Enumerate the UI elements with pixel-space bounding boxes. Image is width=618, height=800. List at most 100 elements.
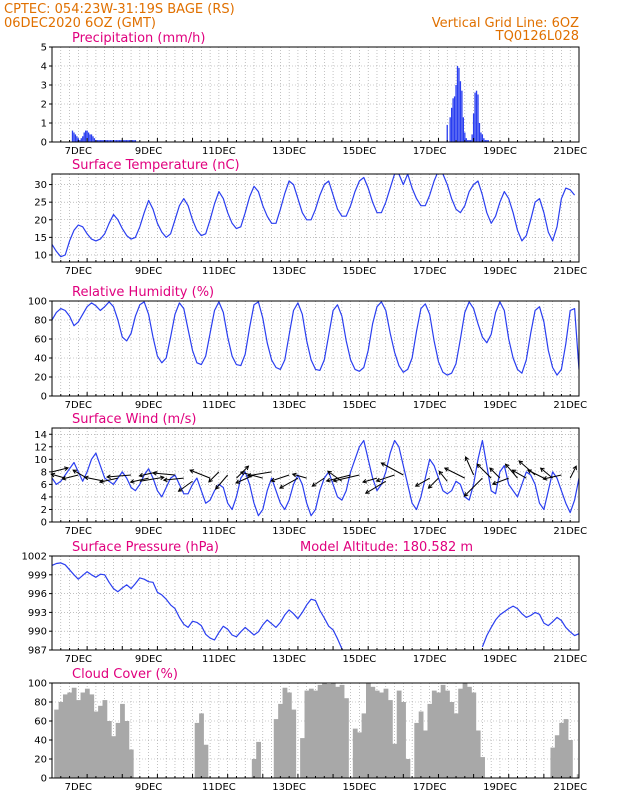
x-tick-label: 13DEC [272, 400, 306, 411]
x-tick-label: 13DEC [272, 266, 306, 277]
pressure-panel: 987 990 993 996 999 1002 7DEC 9DEC 11DEC 13DEC 15D… [22, 540, 588, 665]
wind-arrow [279, 477, 299, 489]
y-tick-label: 20 [34, 373, 47, 384]
wind-arrow [177, 480, 193, 492]
precip-bar [80, 138, 82, 142]
precip-bar [127, 140, 129, 142]
cloud-bar [418, 711, 424, 778]
cloud-bar [304, 690, 310, 778]
precip-bar [462, 117, 465, 142]
temperature-panel: 10 15 20 25 30 7DEC 9DEC 11DEC 13DEC 15DEC 17DEC 19… [34, 158, 587, 277]
panel-title: Surface Temperature (nC) [72, 158, 240, 173]
y-tick-label: 25 [34, 198, 47, 209]
wind-arrow [291, 472, 307, 479]
cloud-bar [251, 759, 257, 778]
precip-bar [484, 140, 486, 142]
precip-bar [102, 140, 104, 142]
cloud-bar [387, 700, 393, 778]
x-tick-label: 9DEC [135, 400, 162, 411]
y-tick-label: 60 [34, 717, 47, 728]
cloud-bar [471, 692, 477, 778]
x-tick-label: 21DEC [553, 146, 587, 157]
wind-arrow [526, 469, 545, 479]
precip-bar [477, 94, 479, 142]
precip-bar [105, 140, 107, 142]
wind-arrow [443, 467, 466, 479]
wind-arrow [380, 462, 404, 476]
wind-arrow [464, 456, 475, 476]
cloud-bar [120, 703, 125, 778]
wind-arrow [151, 470, 176, 476]
y-tick-label: 0 [41, 392, 47, 403]
run-date-header: 06DEC2020 6OZ (GMT) [4, 16, 156, 31]
y-tick-label: 4 [41, 62, 47, 73]
y-tick-label: 1 [41, 119, 47, 130]
x-tick-label: 19DEC [483, 526, 517, 537]
y-tick-label: 10 [34, 250, 47, 261]
x-tick-label: 7DEC [65, 400, 92, 411]
plot-frame [51, 300, 580, 397]
precipitation-panel: 0 1 2 3 4 5 7DEC 9DEC 11DEC 13DEC 15DEC 17DEC 19DEC 2… [41, 31, 587, 157]
x-tick-label: 21DEC [553, 654, 587, 665]
x-tick-label: 7DEC [65, 146, 92, 157]
cloud-bar [256, 741, 262, 778]
cloud-bar [93, 711, 99, 778]
y-tick-label: 990 [28, 627, 47, 638]
cloud-bar [98, 705, 103, 778]
grid-line-note: Vertical Grid Line: 6OZ [432, 16, 579, 31]
humidity-line [52, 301, 579, 376]
cloud-bar [124, 721, 130, 778]
panel-title: Surface Pressure (hPa) [72, 540, 219, 555]
cloud-bar [427, 703, 433, 778]
x-tick-label: 11DEC [202, 400, 236, 411]
x-tick-label: 19DEC [483, 146, 517, 157]
precip-bar [71, 130, 74, 142]
cloud-bar [203, 744, 209, 778]
cloud-bar [453, 713, 459, 778]
x-tick-label: 19DEC [483, 654, 517, 665]
y-tick-label: 5 [41, 43, 47, 54]
wind-arrow [270, 474, 290, 483]
wind-arrow [189, 469, 211, 479]
x-tick-label: 13DEC [272, 146, 306, 157]
y-tick-label: 80 [34, 698, 47, 709]
y-tick-label: 0 [41, 518, 47, 529]
y-tick-label: 20 [34, 215, 47, 226]
precip-bar [74, 134, 77, 142]
cloud-bar [71, 687, 77, 778]
x-tick-label: 11DEC [202, 654, 236, 665]
precip-bar [128, 140, 131, 142]
precip-bar [468, 140, 470, 142]
precip-bar [125, 140, 128, 142]
x-tick-label: 15DEC [343, 782, 377, 793]
y-tick-label: 987 [28, 646, 47, 657]
precip-bar [467, 140, 469, 142]
x-tick-label: 13DEC [272, 654, 306, 665]
pressure-line [52, 562, 344, 650]
x-tick-label: 11DEC [202, 782, 236, 793]
precip-bar [450, 107, 453, 142]
cloud-bar [559, 722, 565, 778]
cloud-bar [128, 749, 134, 778]
precip-bar [456, 66, 459, 142]
cloud-bar [273, 719, 279, 778]
wind-arrow [539, 467, 553, 479]
y-tick-label: 993 [28, 608, 47, 619]
y-tick-label: 3 [41, 81, 47, 92]
precip-bar [486, 140, 488, 142]
wind-arrow [569, 465, 577, 479]
precip-bar [474, 92, 476, 142]
y-tick-label: 10 [34, 455, 47, 466]
y-tick-label: 999 [28, 570, 47, 581]
precip-bar [96, 140, 99, 142]
x-tick-label: 11DEC [202, 146, 236, 157]
precip-bar [481, 134, 484, 142]
pressure-line [481, 605, 579, 648]
x-tick-label: 21DEC [553, 782, 587, 793]
x-tick-label: 9DEC [135, 266, 162, 277]
cloud-bar [199, 713, 204, 778]
x-tick-label: 21DEC [553, 400, 587, 411]
x-tick-label: 19DEC [483, 266, 517, 277]
precip-bar [92, 136, 94, 142]
